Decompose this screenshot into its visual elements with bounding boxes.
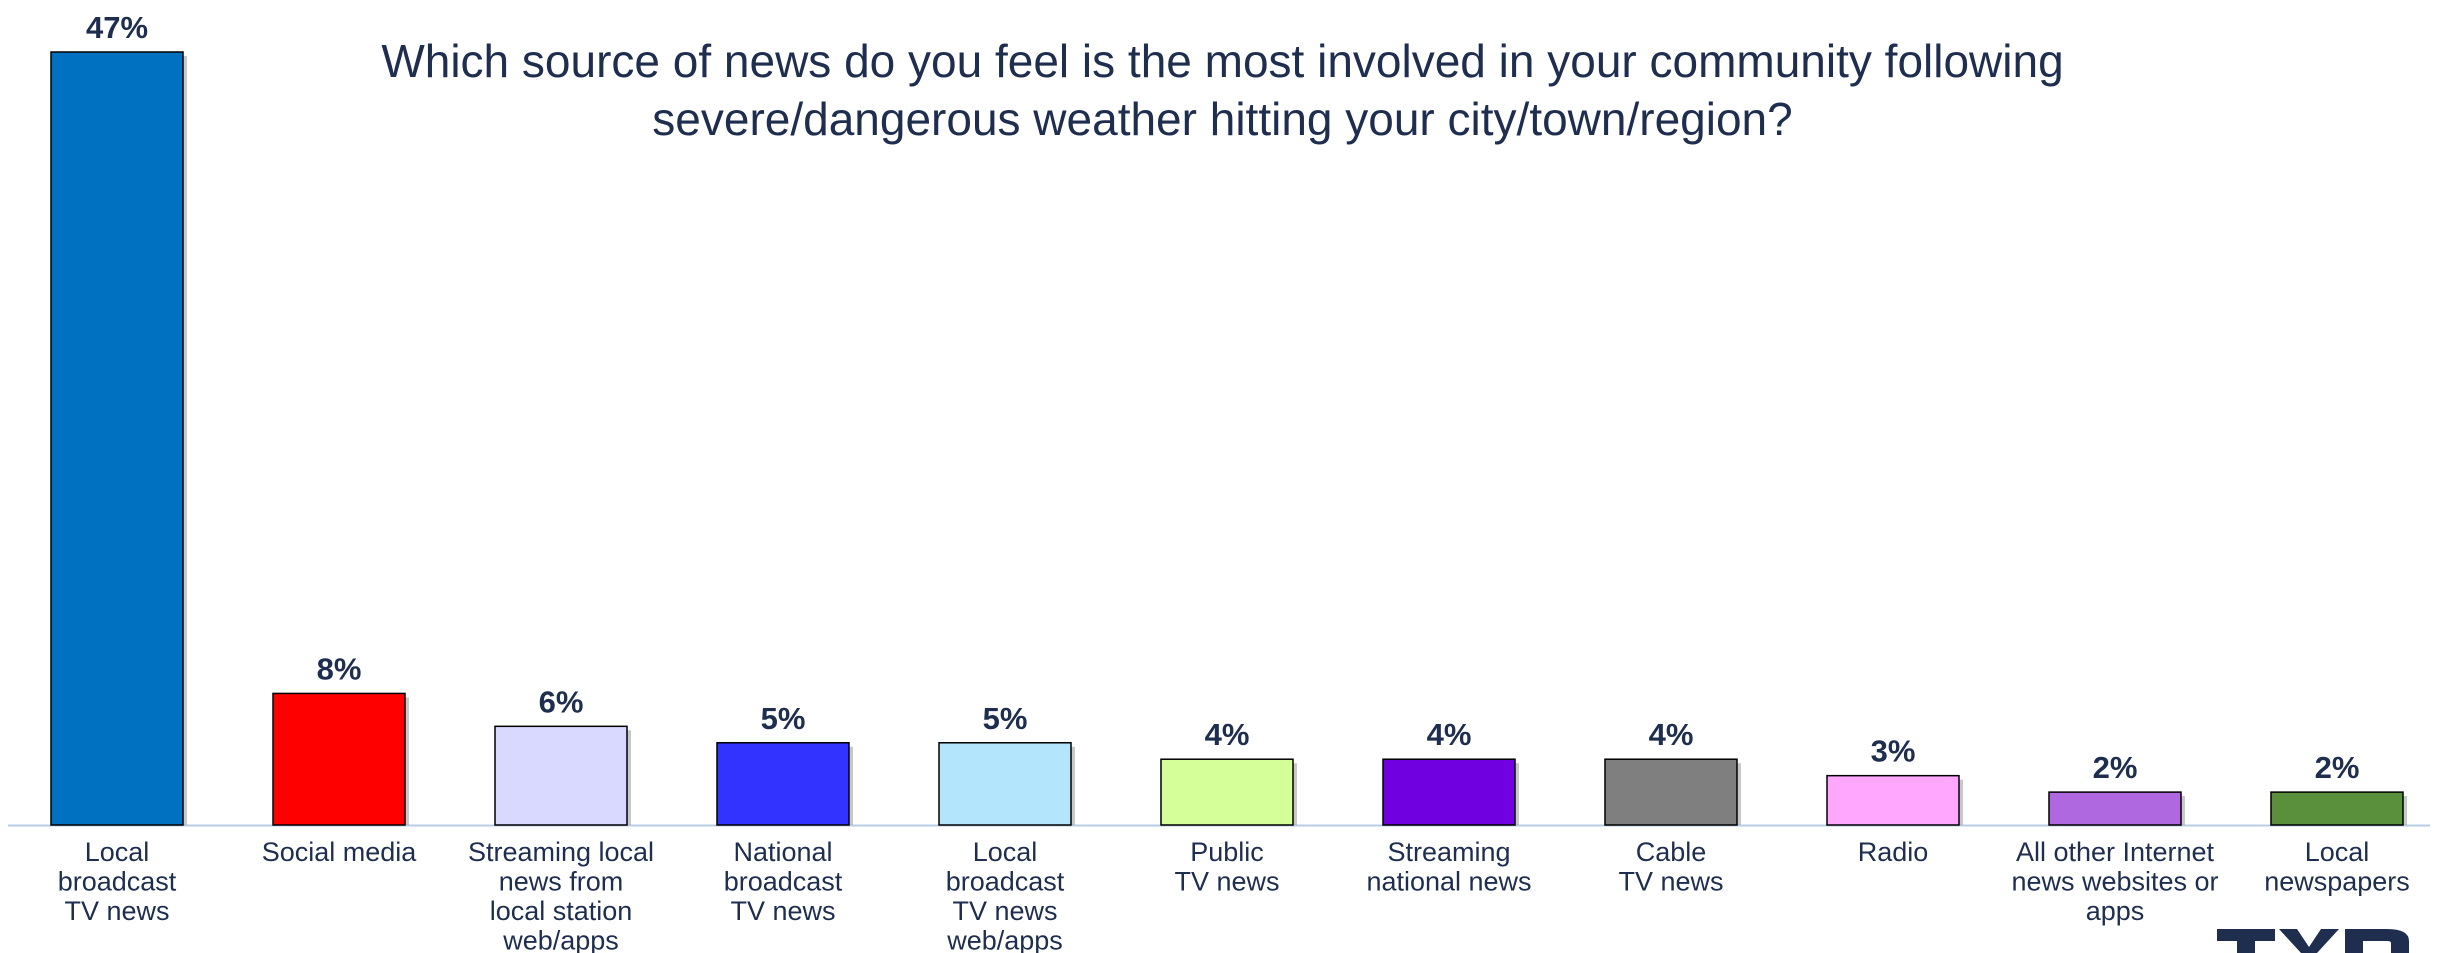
- bar: [2270, 791, 2404, 826]
- bar-group: 4% Streaming national news: [1366, 717, 1531, 896]
- bar-group: 2% Local newspapers: [2264, 750, 2410, 896]
- bar-group: 4% Cable TV news: [1604, 717, 1741, 897]
- brand-logo: [2217, 929, 2409, 953]
- category-label: Radio: [1858, 837, 1929, 867]
- value-label: 2%: [2093, 750, 2138, 785]
- category-label: Local newspapers: [2264, 837, 2410, 897]
- category-label: Local broadcast TV news: [58, 837, 177, 926]
- bar-group: 6% Streaming local news from local station w…: [468, 684, 654, 953]
- bar: [716, 742, 850, 826]
- category-label: Social media: [262, 837, 418, 867]
- category-label: Public TV news: [1174, 837, 1279, 897]
- value-label: 8%: [317, 651, 362, 686]
- value-label: 5%: [983, 701, 1028, 736]
- value-label: 47%: [86, 10, 148, 45]
- bar-group: 2% All other Internet news websites or apps: [2011, 750, 2218, 926]
- bar: [1382, 758, 1516, 826]
- bar: [938, 742, 1072, 826]
- category-label: Streaming local news from local station web…: [468, 837, 654, 953]
- category-label: Local broadcast TV news web/apps: [946, 837, 1065, 953]
- value-label: 4%: [1205, 717, 1250, 752]
- bar: [1604, 758, 1738, 826]
- bar: [50, 51, 184, 826]
- category-label: Streaming national news: [1366, 837, 1531, 897]
- value-label: 4%: [1649, 717, 1694, 752]
- bar: [494, 725, 628, 826]
- value-label: 4%: [1427, 717, 1472, 752]
- value-label: 5%: [761, 701, 806, 736]
- bar: [1160, 758, 1294, 826]
- category-label: National broadcast TV news: [724, 837, 843, 926]
- category-label: Cable TV news: [1618, 837, 1723, 897]
- value-label: 3%: [1871, 734, 1916, 769]
- value-label: 2%: [2315, 750, 2360, 785]
- value-label: 6%: [539, 684, 584, 719]
- bar-group: 5% Local broadcast TV news web/apps: [938, 701, 1075, 953]
- bar-group: 5% National broadcast TV news: [716, 701, 853, 926]
- bar-group: 47% Local broadcast TV news: [50, 10, 187, 926]
- chart-title: Which source of news do you feel is the …: [381, 35, 2064, 145]
- category-label: All other Internet news websites or apps: [2011, 837, 2218, 926]
- bar: [272, 692, 406, 826]
- bar-group: 4% Public TV news: [1160, 717, 1297, 897]
- bar: [2048, 791, 2182, 826]
- bar-group: 3% Radio: [1826, 734, 1963, 867]
- bar-group: 8% Social media: [262, 651, 418, 867]
- bar: [1826, 774, 1960, 826]
